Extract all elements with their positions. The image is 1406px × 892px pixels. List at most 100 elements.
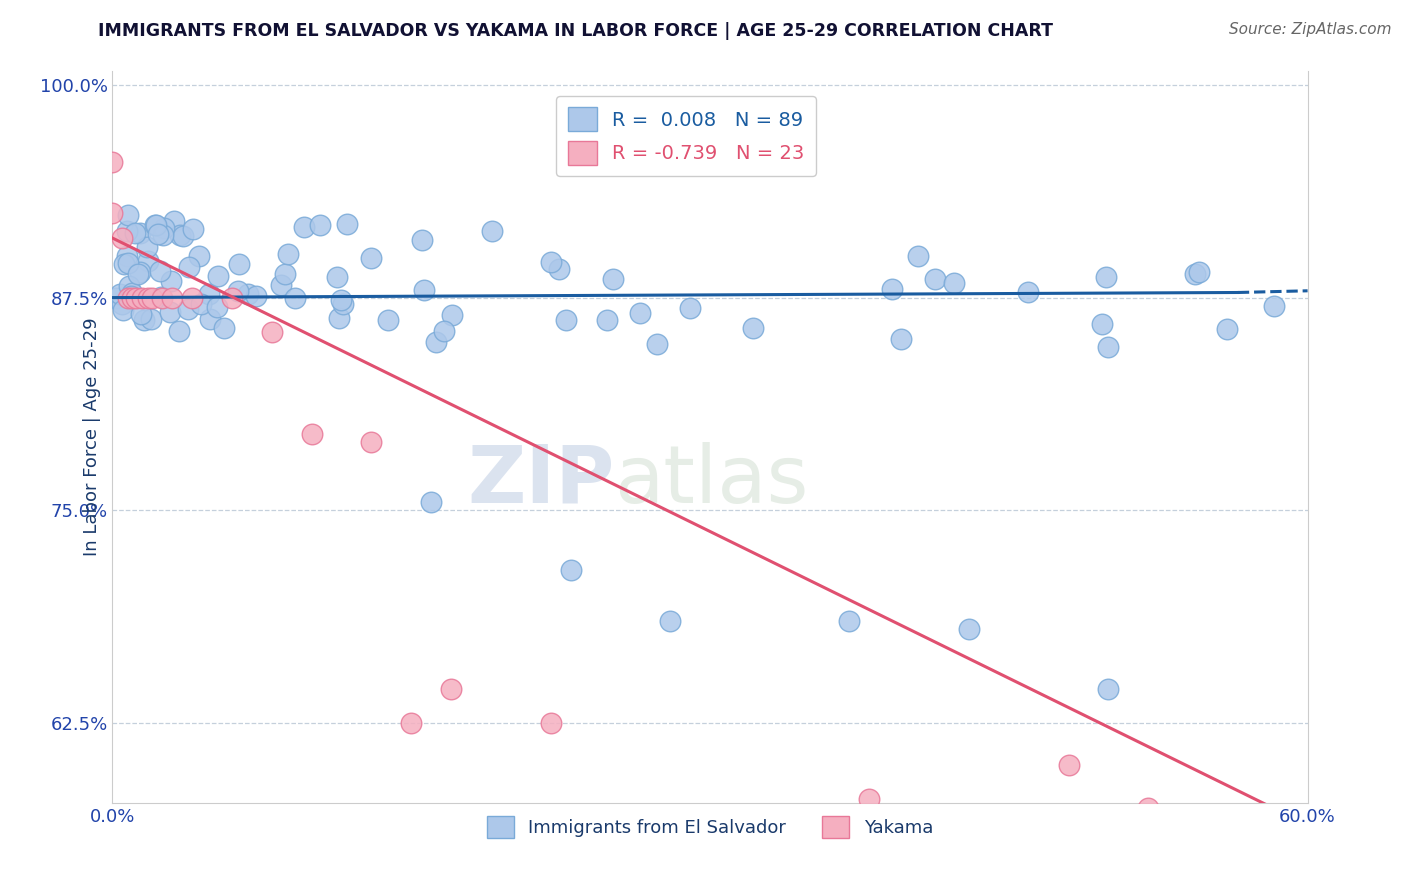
Point	[169, 228, 191, 243]
Point	[943, 277, 966, 291]
Point	[117, 208, 139, 222]
Point	[162, 291, 183, 305]
Legend: Immigrants from El Salvador, Yakama: Immigrants from El Salvador, Yakama	[479, 808, 941, 845]
Point	[163, 214, 186, 228]
Point	[127, 267, 149, 281]
Point	[117, 291, 139, 305]
Point	[336, 217, 359, 231]
Point	[401, 715, 423, 730]
Point	[890, 332, 912, 346]
Text: IMMIGRANTS FROM EL SALVADOR VS YAKAMA IN LABOR FORCE | AGE 25-29 CORRELATION CHA: IMMIGRANTS FROM EL SALVADOR VS YAKAMA IN…	[98, 22, 1053, 40]
Y-axis label: In Labor Force | Age 25-29: In Labor Force | Age 25-29	[83, 318, 101, 557]
Point	[328, 311, 350, 326]
Point	[1137, 801, 1160, 815]
Point	[172, 228, 194, 243]
Point	[1216, 322, 1239, 336]
Point	[188, 249, 211, 263]
Point	[112, 257, 135, 271]
Point	[131, 291, 153, 305]
Point	[198, 311, 221, 326]
Point	[628, 306, 651, 320]
Point	[181, 291, 204, 305]
Point	[1095, 270, 1118, 285]
Point	[141, 291, 163, 305]
Point	[221, 291, 243, 305]
Point	[226, 285, 249, 299]
Point	[481, 224, 503, 238]
Point	[145, 218, 167, 232]
Point	[602, 271, 624, 285]
Point	[273, 267, 295, 281]
Point	[1091, 317, 1114, 331]
Point	[190, 297, 212, 311]
Point	[177, 302, 200, 317]
Point	[120, 289, 142, 303]
Point	[548, 261, 571, 276]
Point	[101, 205, 124, 219]
Point	[1197, 809, 1219, 823]
Point	[277, 247, 299, 261]
Point	[326, 269, 349, 284]
Point	[214, 320, 236, 334]
Text: Source: ZipAtlas.com: Source: ZipAtlas.com	[1229, 22, 1392, 37]
Point	[309, 218, 332, 232]
Point	[284, 291, 307, 305]
Point	[111, 297, 134, 311]
Point	[838, 614, 860, 628]
Point	[118, 278, 141, 293]
Point	[181, 222, 204, 236]
Point	[294, 220, 316, 235]
Point	[1188, 265, 1211, 279]
Point	[411, 234, 433, 248]
Point	[105, 291, 128, 305]
Point	[1097, 681, 1119, 696]
Point	[645, 337, 668, 351]
Point	[129, 307, 152, 321]
Point	[678, 301, 700, 315]
Point	[108, 287, 131, 301]
Point	[360, 251, 382, 265]
Point	[1184, 267, 1206, 281]
Point	[742, 321, 765, 335]
Point	[132, 313, 155, 327]
Point	[540, 715, 562, 730]
Point	[360, 435, 382, 450]
Point	[149, 264, 172, 278]
Point	[596, 313, 619, 327]
Point	[149, 290, 172, 304]
Point	[117, 255, 139, 269]
Point	[555, 313, 578, 327]
Point	[301, 426, 323, 441]
Point	[236, 287, 259, 301]
Point	[121, 291, 143, 305]
Point	[143, 219, 166, 233]
Point	[907, 249, 929, 263]
Text: atlas: atlas	[614, 442, 808, 520]
Point	[177, 260, 200, 275]
Point	[159, 274, 181, 288]
Point	[167, 324, 190, 338]
Point	[124, 226, 146, 240]
Point	[858, 792, 880, 806]
Point	[420, 494, 443, 508]
Point	[377, 313, 399, 327]
Point	[125, 291, 148, 305]
Point	[957, 622, 980, 636]
Point	[207, 268, 229, 283]
Point	[152, 228, 174, 243]
Point	[129, 226, 152, 240]
Point	[228, 257, 250, 271]
Point	[441, 309, 464, 323]
Point	[121, 286, 143, 301]
Point	[205, 300, 228, 314]
Point	[198, 286, 221, 301]
Point	[413, 284, 436, 298]
Point	[245, 289, 267, 303]
Point	[1057, 758, 1080, 772]
Point	[136, 240, 159, 254]
Point	[1017, 285, 1039, 299]
Point	[159, 305, 181, 319]
Point	[440, 681, 463, 696]
Point	[112, 303, 135, 318]
Point	[146, 227, 169, 242]
